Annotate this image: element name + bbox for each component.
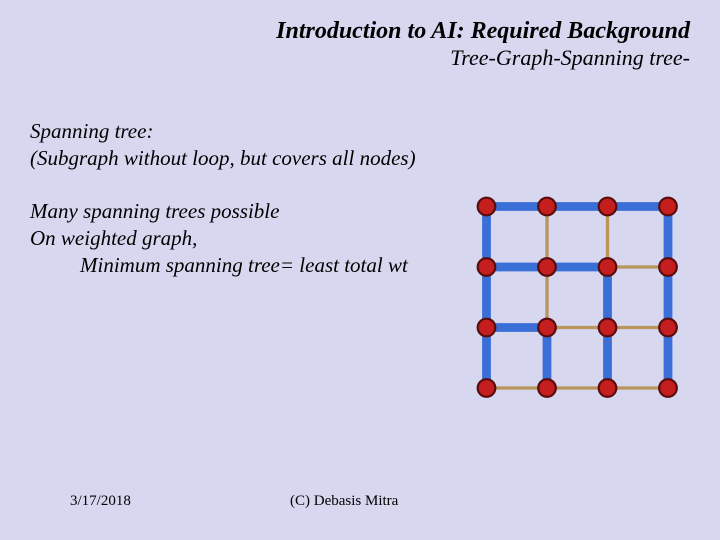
spanning-tree-line1: Spanning tree: (30, 118, 416, 145)
page-title: Introduction to AI: Required Background (0, 18, 690, 45)
footer-date: 3/17/2018 (70, 493, 131, 510)
spanning-tree-line2: (Subgraph without loop, but covers all n… (30, 145, 416, 172)
footer-copyright: (C) Debasis Mitra (290, 493, 398, 510)
minspan-line: Minimum spanning tree= least total wt (80, 252, 408, 279)
weighted-line: On weighted graph, (30, 225, 197, 252)
spanning-tree-graph (470, 190, 690, 410)
spanning-tree-def: Spanning tree: (Subgraph without loop, b… (30, 118, 416, 173)
page-subtitle: Tree-Graph-Spanning tree- (0, 45, 690, 71)
many-trees-line: Many spanning trees possible (30, 198, 279, 225)
